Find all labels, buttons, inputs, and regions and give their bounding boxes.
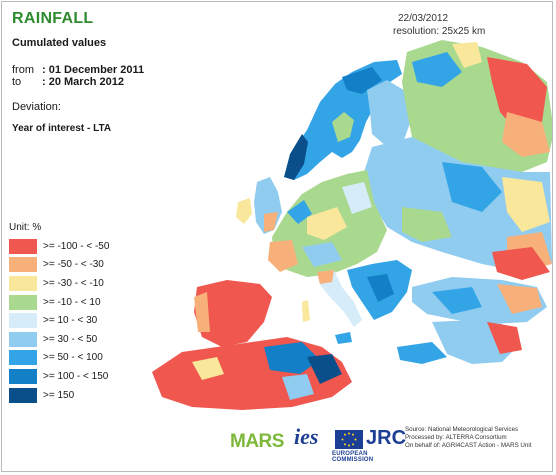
legend-label: >= 150 <box>43 389 75 401</box>
legend-swatch <box>9 238 37 254</box>
period-from: from : 01 December 2011 <box>12 64 144 76</box>
legend-class: >= 150 <box>9 386 109 405</box>
region-sweden-dry <box>332 112 354 142</box>
land-iberia <box>194 280 272 347</box>
map-date: 22/03/2012 <box>398 13 449 24</box>
region-northeast-orange <box>502 112 550 157</box>
legend-swatch <box>9 350 37 366</box>
map-resolution: resolution: 25x25 km <box>393 26 486 37</box>
ies-logo: ies <box>294 424 319 449</box>
period-to: to : 20 March 2012 <box>12 76 124 88</box>
region-balkans-heavy <box>367 274 394 302</box>
region-algeria-wet <box>264 342 320 374</box>
legend-label: >= -50 - < -30 <box>43 259 104 271</box>
map-subtitle: Cumulated values <box>12 37 107 49</box>
eu-flag-icon <box>335 430 363 449</box>
legend-class: >= -10 - < 10 <box>9 293 109 312</box>
legend-class: >= -100 - < -50 <box>9 237 109 256</box>
to-label: to <box>12 76 22 88</box>
region-north-russia-wet <box>412 52 462 87</box>
legend-class: >= -30 - < -10 <box>9 274 109 293</box>
region-volga-dry <box>502 177 550 232</box>
legend-label: >= 10 - < 30 <box>43 315 98 327</box>
legend-swatch <box>9 331 37 347</box>
legend-swatch <box>9 313 37 329</box>
land-east-europe <box>364 137 552 272</box>
legend-swatch <box>9 368 37 384</box>
source-notes: Source: National Meteorological Services… <box>405 426 531 450</box>
legend-class: >= 10 - < 30 <box>9 311 109 330</box>
legend-label: >= -30 - < -10 <box>43 277 104 289</box>
land-sicily <box>335 332 352 344</box>
source-line: On behalf of: AGRI4CAST Action - MARS Un… <box>405 442 532 449</box>
from-label: from <box>12 64 34 76</box>
land-caucasus <box>492 247 550 280</box>
logo-strip: MARS ies JRC EUROPEAN COMMISSION <box>222 422 406 463</box>
region-russia-wet <box>442 162 502 212</box>
legend-swatch <box>9 257 37 273</box>
region-northeast-dry <box>487 57 547 132</box>
legend-label: >= -10 - < 10 <box>43 296 101 308</box>
region-lapland <box>342 67 382 94</box>
region-turkey-east-dry <box>497 284 542 314</box>
land-ireland <box>236 198 252 224</box>
region-france-dry <box>268 240 298 272</box>
legend-swatch <box>9 275 37 291</box>
region-morocco-mix <box>192 357 224 380</box>
european-commission-label: EUROPEAN COMMISSION <box>332 451 374 463</box>
legend-label: >= 30 - < 50 <box>43 333 98 345</box>
region-levant-dry <box>487 322 522 354</box>
legend-swatch <box>9 294 37 310</box>
mars-logo: MARS <box>230 431 284 452</box>
legend-unit: Unit: % <box>9 222 42 233</box>
region-norway-coast <box>284 134 308 180</box>
region-poland-mix <box>342 182 372 214</box>
legend-label: >= -100 - < -50 <box>43 240 110 252</box>
region-alps-wet <box>302 242 342 267</box>
land-sardinia <box>302 300 310 322</box>
from-value: : 01 December 2011 <box>42 64 145 76</box>
region-tunisia-wet <box>307 354 342 384</box>
legend-label: >= 50 - < 100 <box>43 352 103 364</box>
region-north-russia-dry <box>452 42 482 68</box>
region-egypt-coast <box>397 342 447 364</box>
legend-class: >= 100 - < 150 <box>9 367 109 386</box>
legend-class: >= 30 - < 50 <box>9 330 109 349</box>
jrc-logo: JRC <box>366 427 407 449</box>
map-title: RAINFALL <box>12 10 94 27</box>
to-value: : 20 March 2012 <box>42 76 124 88</box>
legend-swatch <box>9 387 37 403</box>
region-italy-north-dry <box>317 270 334 284</box>
source-line: Source: National Meteorological Services <box>405 426 519 433</box>
land-italy <box>317 270 362 327</box>
legend-label: >= 100 - < 150 <box>43 370 109 382</box>
region-turkey-wet <box>432 287 482 314</box>
region-england-dry <box>264 212 278 232</box>
source-line: Processed by: ALTERRA Consortium <box>405 434 507 441</box>
region-germany-dry <box>307 207 347 240</box>
region-ukraine-green <box>402 207 452 242</box>
land-finland <box>367 80 412 147</box>
region-benelux-wet <box>287 200 312 224</box>
region-algeria-light <box>282 374 314 400</box>
legend-class: >= 50 - < 100 <box>9 349 109 368</box>
year-of-interest-label: Year of interest - LTA <box>12 123 112 134</box>
region-portugal-dry <box>194 292 210 332</box>
legend-class: >= -50 - < -30 <box>9 256 109 275</box>
deviation-label: Deviation: <box>12 101 61 113</box>
legend: Unit: % >= -100 - < -50 >= -50 - < -30 >= … <box>9 222 109 404</box>
legend-classes: >= -100 - < -50 >= -50 - < -30 >= -30 - < … <box>9 237 109 404</box>
